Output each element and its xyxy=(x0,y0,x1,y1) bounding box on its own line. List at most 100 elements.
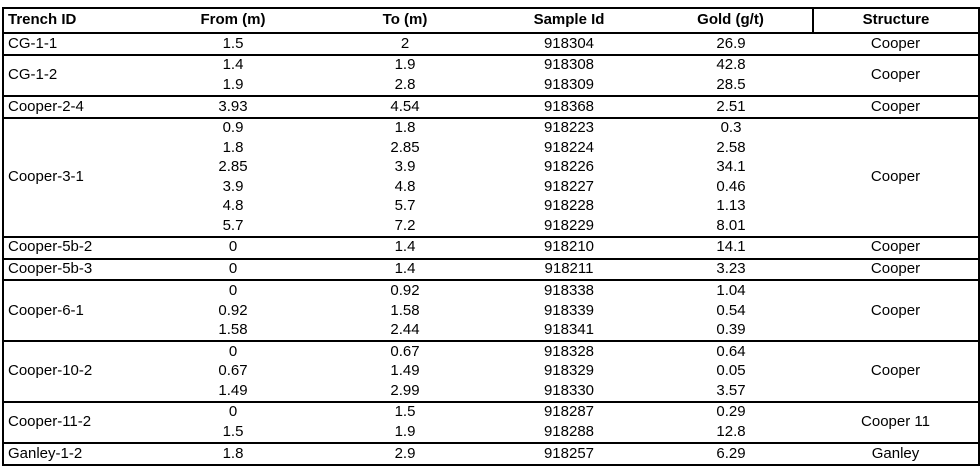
from-cell: 1.8 xyxy=(222,138,244,156)
structure-cell: Cooper xyxy=(813,32,979,55)
from-cell: 0.9 xyxy=(145,116,321,139)
table-row: CG-1-1 1.5 2 918304 26.9 Cooper xyxy=(3,32,979,55)
assay-table-body: CG-1-1 1.5 2 918304 26.9 Cooper CG-1-2 1.4 1.9 91… xyxy=(3,32,979,465)
structure-cell: Cooper 11 xyxy=(813,400,979,444)
structure-cell: Cooper xyxy=(813,257,979,281)
table-row: 1.5 1.9 918288 12.8 xyxy=(3,422,979,443)
structure-cell: Cooper xyxy=(813,235,979,259)
gold-cell: 0.46 xyxy=(716,177,746,195)
structure-cell: Cooper xyxy=(813,340,979,402)
sample-id-cell: 918228 xyxy=(543,197,595,215)
sample-id-cell: 918229 xyxy=(543,216,595,234)
to-cell: 2 xyxy=(321,32,489,55)
sample-id-cell: 918341 xyxy=(543,321,595,339)
gold-cell: 42.8 xyxy=(649,53,813,76)
from-cell: 0 xyxy=(145,257,321,281)
sample-id-cell: 918329 xyxy=(543,362,595,380)
from-cell: 0 xyxy=(145,400,321,423)
table-row: Cooper-3-1 0.9 1.8 918223 0.3 Cooper xyxy=(3,116,979,237)
trench-id-cell: Cooper-2-4 xyxy=(3,95,145,118)
to-cell: 0.67 xyxy=(321,340,489,362)
assay-table: Trench ID From (m) To (m) Sample Id Gold… xyxy=(2,7,980,466)
from-cell: 0.92 xyxy=(218,301,248,319)
gold-cell: 3.23 xyxy=(649,257,813,281)
to-cell: 1.49 xyxy=(390,362,420,380)
from-cell: 1.4 xyxy=(145,53,321,76)
gold-cell: 0.39 xyxy=(716,321,746,339)
structure-cell: Cooper xyxy=(813,53,979,97)
table-row: 0.92 1.58 918339 0.54 xyxy=(3,301,979,320)
sample-id-cell: 918304 xyxy=(489,32,649,55)
table-row: 2.85 3.9 918226 34.1 xyxy=(3,158,979,177)
from-cell: 1.5 xyxy=(145,32,321,55)
gold-cell: 0.05 xyxy=(716,362,746,380)
gold-cell: 2.58 xyxy=(716,138,746,156)
gold-cell: 8.01 xyxy=(716,216,746,234)
table-row: 0.67 1.49 918329 0.05 xyxy=(3,362,979,381)
sample-id-cell: 918223 xyxy=(489,116,649,139)
gold-cell: 2.51 xyxy=(649,95,813,118)
gold-cell: 26.9 xyxy=(649,32,813,55)
sample-id-cell: 918257 xyxy=(489,442,649,465)
sample-id-cell: 918226 xyxy=(543,158,595,176)
to-cell: 1.9 xyxy=(321,53,489,76)
table-row: Cooper-6-1 0 0.92 918338 1.04 Cooper xyxy=(3,279,979,342)
to-cell: 2.9 xyxy=(321,442,489,465)
to-cell: 2.8 xyxy=(394,75,416,93)
from-cell: 5.7 xyxy=(222,216,244,234)
sample-id-cell: 918288 xyxy=(543,423,595,440)
column-header-from: From (m) xyxy=(145,8,321,34)
sample-id-cell: 918224 xyxy=(543,138,595,156)
table-row: 4.8 5.7 918228 1.13 xyxy=(3,197,979,216)
sample-id-cell: 918309 xyxy=(543,75,595,93)
sample-id-cell: 918211 xyxy=(489,257,649,281)
from-cell: 0.67 xyxy=(218,362,248,380)
sample-id-cell: 918287 xyxy=(489,400,649,423)
table-row: Cooper-10-2 0 0.67 918328 0.64 Cooper xyxy=(3,340,979,402)
from-cell: 1.49 xyxy=(218,381,248,399)
trench-id-cell: Ganley-1-2 xyxy=(3,442,145,465)
to-cell: 7.2 xyxy=(394,216,416,234)
gold-cell: 0.64 xyxy=(649,340,813,362)
from-cell: 3.93 xyxy=(145,95,321,118)
sample-id-cell: 918308 xyxy=(489,53,649,76)
gold-cell: 1.13 xyxy=(716,197,746,215)
sample-id-cell: 918368 xyxy=(489,95,649,118)
trench-id-cell: Cooper-11-2 xyxy=(3,400,145,444)
gold-cell: 0.29 xyxy=(649,400,813,423)
to-cell: 2.44 xyxy=(390,321,420,339)
from-cell: 4.8 xyxy=(222,197,244,215)
table-row: 1.49 2.99 918330 3.57 xyxy=(3,381,979,402)
trench-id-cell: CG-1-1 xyxy=(3,32,145,55)
from-cell: 1.5 xyxy=(222,423,244,440)
table-row: 1.9 2.8 918309 28.5 xyxy=(3,75,979,96)
structure-cell: Cooper xyxy=(813,279,979,342)
from-cell: 2.85 xyxy=(218,158,248,176)
column-header-to: To (m) xyxy=(321,8,489,34)
sample-id-cell: 918227 xyxy=(543,177,595,195)
trench-id-cell: Cooper-3-1 xyxy=(3,116,145,237)
to-cell: 2.99 xyxy=(390,381,420,399)
table-row: 3.9 4.8 918227 0.46 xyxy=(3,177,979,196)
to-cell: 0.92 xyxy=(321,279,489,302)
column-header-sample-id: Sample Id xyxy=(489,8,649,34)
column-header-structure: Structure xyxy=(813,8,979,34)
from-cell: 0 xyxy=(145,340,321,362)
to-cell: 1.58 xyxy=(390,301,420,319)
column-header-trench-id: Trench ID xyxy=(3,8,145,34)
to-cell: 1.9 xyxy=(394,423,416,440)
to-cell: 1.8 xyxy=(321,116,489,139)
column-header-gold: Gold (g/t) xyxy=(649,8,814,34)
gold-cell: 6.29 xyxy=(649,442,813,465)
table-row: Cooper-2-4 3.93 4.54 918368 2.51 Cooper xyxy=(3,95,979,118)
table-row: Ganley-1-2 1.8 2.9 918257 6.29 Ganley xyxy=(3,442,979,465)
gold-cell: 28.5 xyxy=(716,75,746,93)
table-row: Cooper-11-2 0 1.5 918287 0.29 Cooper 11 xyxy=(3,400,979,444)
to-cell: 4.54 xyxy=(321,95,489,118)
table-header-row: Trench ID From (m) To (m) Sample Id Gold… xyxy=(3,8,979,34)
table-row: CG-1-2 1.4 1.9 918308 42.8 Cooper xyxy=(3,53,979,97)
sample-id-cell: 918330 xyxy=(543,381,595,399)
from-cell: 3.9 xyxy=(222,177,244,195)
gold-cell: 3.57 xyxy=(716,381,746,399)
